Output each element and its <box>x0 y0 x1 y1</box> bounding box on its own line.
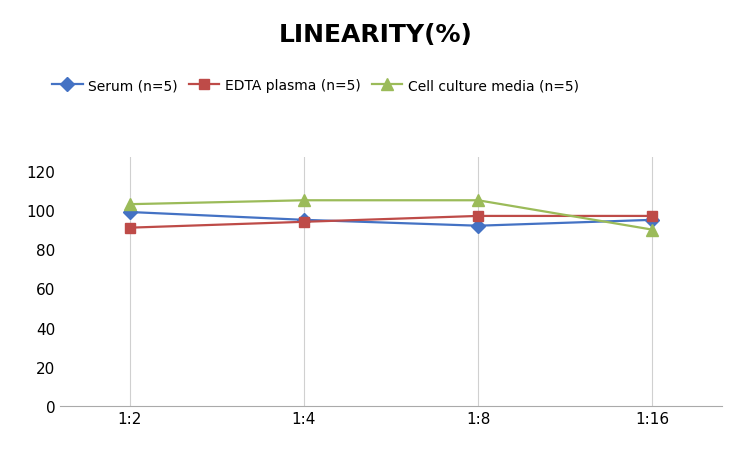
Line: EDTA plasma (n=5): EDTA plasma (n=5) <box>125 212 657 233</box>
Line: Serum (n=5): Serum (n=5) <box>125 208 657 231</box>
EDTA plasma (n=5) <box>474 214 483 219</box>
Text: LINEARITY(%): LINEARITY(%) <box>279 23 473 46</box>
EDTA plasma (n=5) <box>647 214 656 219</box>
Serum (n=5) <box>647 218 656 223</box>
Legend: Serum (n=5), EDTA plasma (n=5), Cell culture media (n=5): Serum (n=5), EDTA plasma (n=5), Cell cul… <box>52 79 579 93</box>
Serum (n=5) <box>126 210 135 215</box>
Cell culture media (n=5) <box>647 227 656 233</box>
EDTA plasma (n=5) <box>126 226 135 231</box>
EDTA plasma (n=5) <box>299 220 308 225</box>
Serum (n=5) <box>299 218 308 223</box>
Line: Cell culture media (n=5): Cell culture media (n=5) <box>124 195 658 236</box>
Cell culture media (n=5) <box>299 198 308 203</box>
Cell culture media (n=5) <box>474 198 483 203</box>
Serum (n=5) <box>474 224 483 229</box>
Cell culture media (n=5) <box>126 202 135 207</box>
